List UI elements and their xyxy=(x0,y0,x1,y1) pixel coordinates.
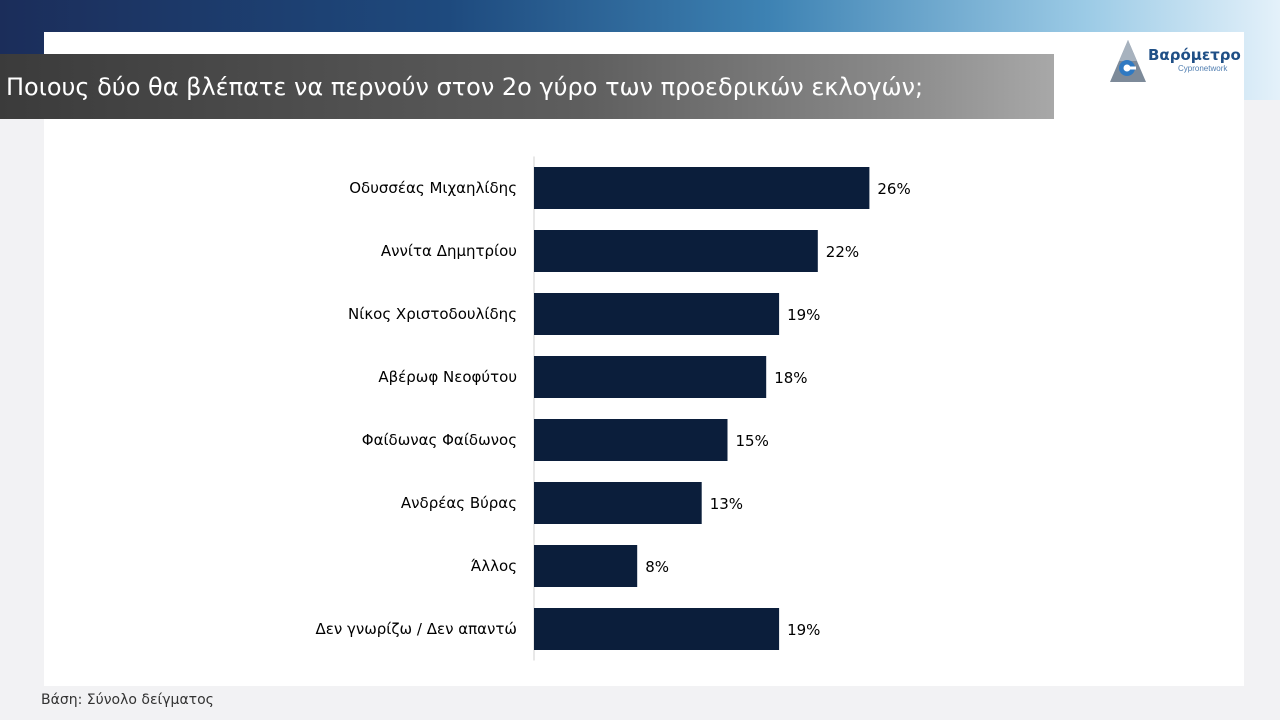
value-label: 19% xyxy=(787,621,820,639)
triangle-logo-icon xyxy=(1110,40,1146,82)
category-label: Άλλος xyxy=(471,557,517,575)
category-label: Αβέρωφ Νεοφύτου xyxy=(378,368,517,386)
category-label: Οδυσσέας Μιχαηλίδης xyxy=(349,179,517,197)
category-label: Φαίδωνας Φαίδωνος xyxy=(362,431,517,449)
value-label: 8% xyxy=(645,558,669,576)
logo-subtitle: Cypronetwork xyxy=(1178,64,1228,73)
category-label: Δεν γνωρίζω / Δεν απαντώ xyxy=(315,620,517,638)
title-bar: Ποιους δύο θα βλέπατε να περνούν στον 2ο… xyxy=(0,54,1054,119)
bar xyxy=(534,293,780,335)
value-label: 19% xyxy=(787,306,820,324)
bar xyxy=(534,608,780,650)
value-label: 18% xyxy=(774,369,807,387)
footnote: Βάση: Σύνολο δείγματος xyxy=(41,692,214,708)
category-label: Αννίτα Δημητρίου xyxy=(381,242,517,260)
value-label: 13% xyxy=(710,495,743,513)
value-label: 22% xyxy=(826,243,859,261)
bar xyxy=(534,167,870,209)
bar xyxy=(534,545,638,587)
category-label: Ανδρέας Βύρας xyxy=(401,494,517,512)
logo-name: Βαρόμετρο xyxy=(1148,46,1241,64)
bar xyxy=(534,356,767,398)
category-label: Νίκος Χριστοδουλίδης xyxy=(348,305,517,323)
slide-title: Ποιους δύο θα βλέπατε να περνούν στον 2ο… xyxy=(6,72,924,101)
bar xyxy=(534,419,728,461)
bar xyxy=(534,230,818,272)
value-label: 26% xyxy=(877,180,910,198)
brand-logo: Βαρόμετρο Cypronetwork xyxy=(1108,38,1241,88)
value-label: 15% xyxy=(736,432,769,450)
bar xyxy=(534,482,702,524)
